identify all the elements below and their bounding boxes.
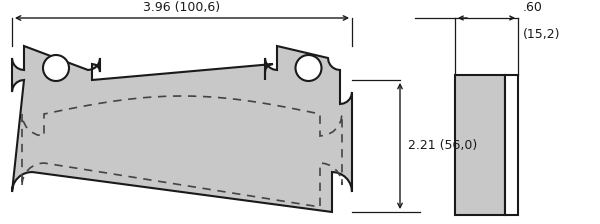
Text: .60: .60 — [523, 1, 543, 14]
Circle shape — [43, 55, 69, 81]
Circle shape — [296, 55, 322, 81]
Text: 3.96 (100,6): 3.96 (100,6) — [143, 1, 221, 14]
Bar — [455, 75, 505, 215]
Text: (15,2): (15,2) — [523, 28, 560, 41]
Bar — [505, 75, 518, 215]
Text: 2.21 (56,0): 2.21 (56,0) — [408, 140, 477, 153]
Polygon shape — [12, 46, 352, 212]
